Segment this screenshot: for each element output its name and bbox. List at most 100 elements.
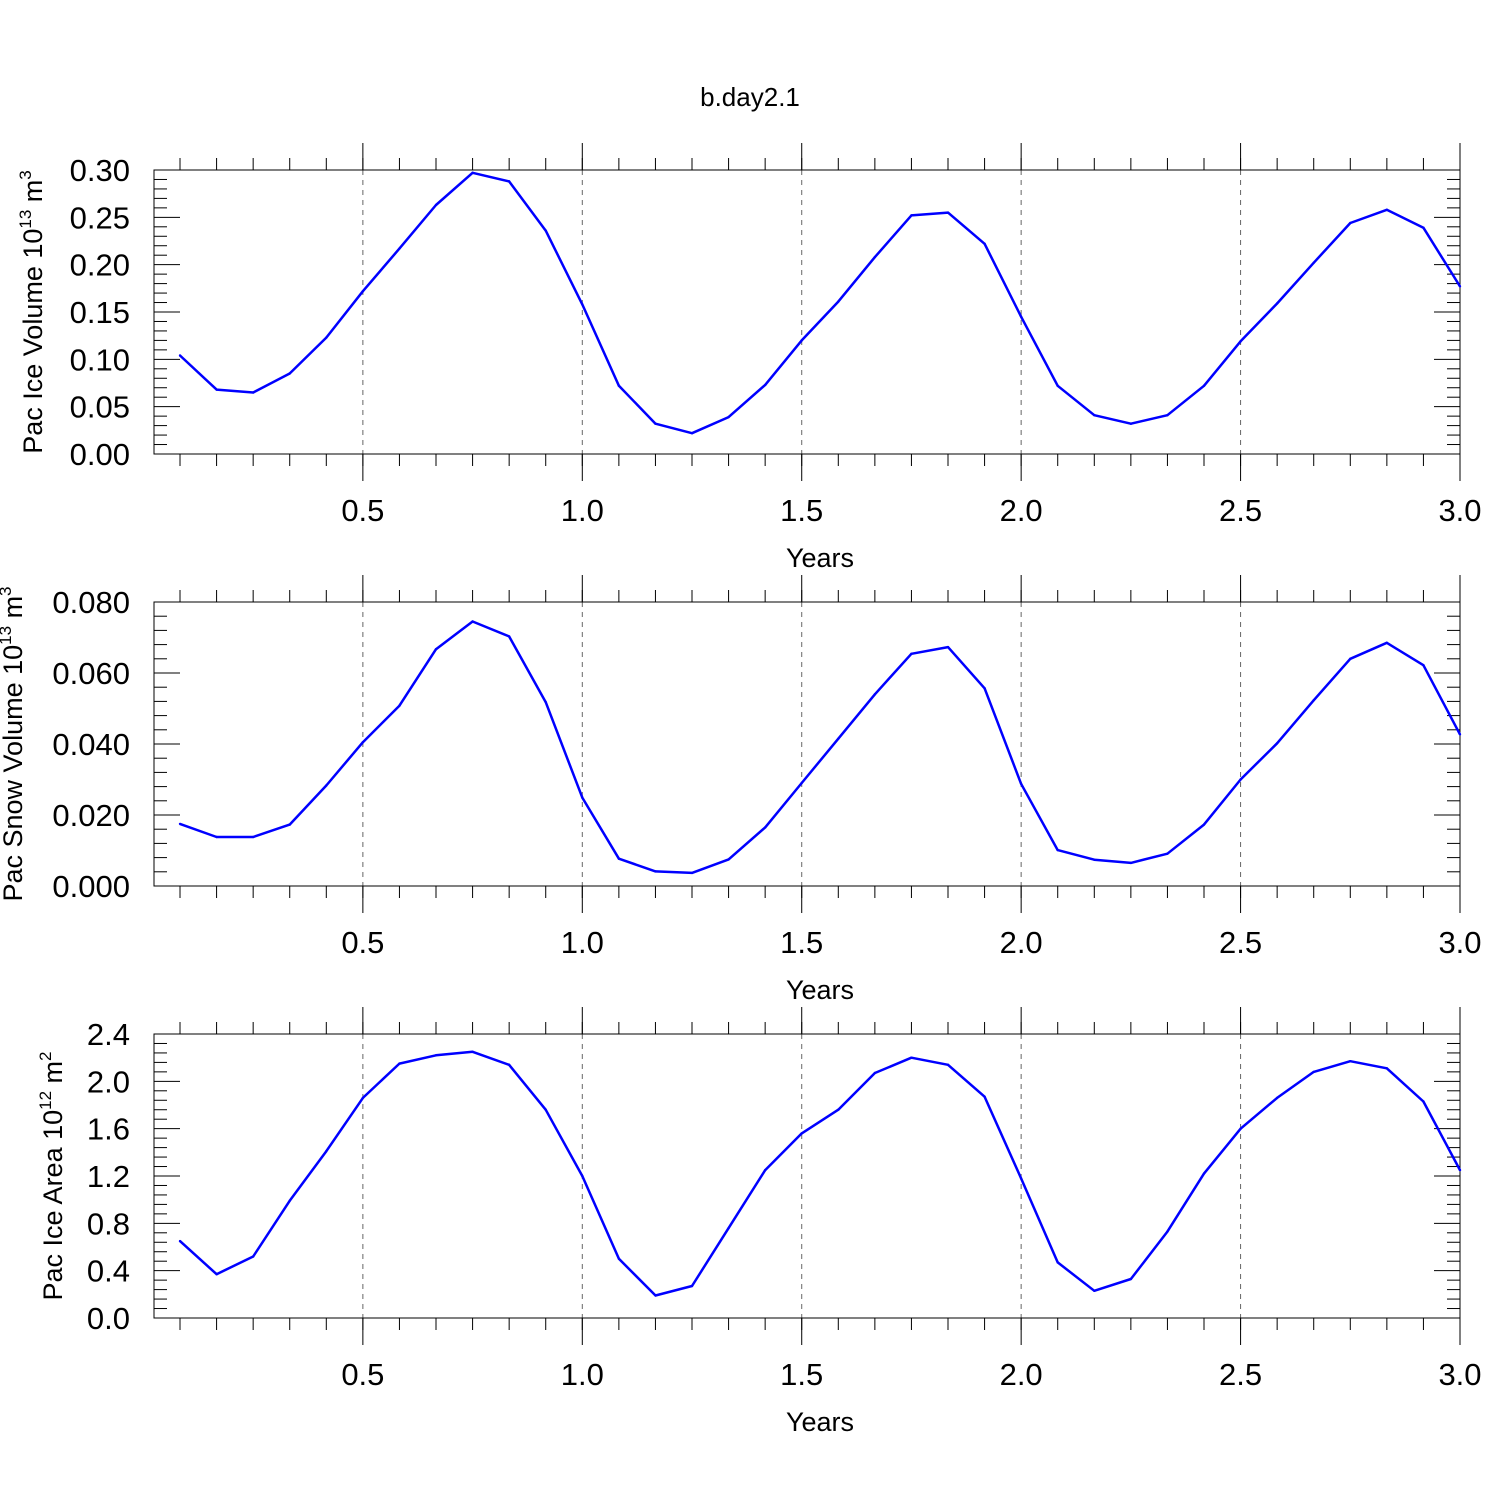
y-tick-label: 0.0	[87, 1301, 130, 1336]
y-tick-label: 1.6	[87, 1112, 130, 1147]
data-point	[837, 1108, 840, 1111]
data-point	[288, 1199, 291, 1203]
data-point	[581, 796, 584, 799]
data-point	[398, 704, 401, 707]
data-point	[983, 687, 986, 690]
data-point	[873, 693, 877, 696]
x-tick-label: 2.0	[1000, 493, 1043, 528]
data-point	[1239, 340, 1242, 343]
x-tick-label: 3.0	[1438, 1357, 1481, 1392]
x-tick-label: 0.5	[341, 493, 384, 528]
data-point	[800, 1132, 803, 1135]
panels: 0.5 1.0 1.5 2.0 2.5 3.0 0.00 0.05 0.10 0.15 0.20 0.…	[0, 143, 1482, 1437]
data-point	[946, 645, 950, 649]
y-axis-title-unit-exponent: 3	[16, 170, 35, 179]
data-point	[361, 290, 365, 293]
y-axis-title-unit: m	[38, 1061, 68, 1091]
data-point	[1422, 1100, 1425, 1103]
y-axis-title: Pac Ice Area 1012 m2	[36, 1051, 68, 1300]
data-point	[1312, 1070, 1315, 1074]
y-tick-label: 0.25	[70, 200, 130, 235]
data-point	[837, 737, 840, 740]
data-point	[1275, 1096, 1279, 1100]
data-point	[1349, 221, 1352, 225]
y-axis-title-unit: m	[18, 180, 48, 210]
x-tick-label: 2.0	[1000, 925, 1043, 960]
x-tick-label: 1.0	[561, 925, 604, 960]
data-point	[325, 784, 328, 787]
data-point	[617, 857, 621, 860]
x-tick-label: 3.0	[1438, 925, 1481, 960]
data-point	[946, 211, 950, 214]
data-point	[1458, 285, 1462, 288]
series-line	[179, 171, 1462, 435]
data-point	[178, 354, 182, 357]
data-point	[1275, 302, 1279, 305]
y-axis-title-exponent: 12	[36, 1091, 55, 1110]
y-tick-label: 0.060	[52, 656, 130, 691]
data-point	[1385, 1067, 1389, 1070]
data-point	[398, 1062, 401, 1065]
data-point	[581, 303, 584, 306]
data-point	[910, 214, 913, 217]
y-axis-title-unit-exponent: 3	[0, 586, 15, 595]
data-point	[434, 203, 438, 207]
data-point	[800, 781, 803, 785]
data-point	[325, 336, 328, 339]
data-point	[1129, 1277, 1133, 1281]
x-axis-title: Years	[786, 543, 854, 573]
y-tick-label: 0.10	[70, 342, 130, 377]
data-point	[361, 1096, 365, 1100]
y-tick-label: 0.080	[52, 585, 130, 620]
y-axis-title: Pac Snow Volume 1013 m3	[0, 586, 28, 901]
chart-panel-3: 0.5 1.0 1.5 2.0 2.5 3.0 0.0 0.4 0.8 1.2 1.6 2.0 2.4 Y…	[36, 1007, 1482, 1437]
data-point	[1239, 1127, 1242, 1130]
data-point	[544, 700, 547, 704]
data-point	[1458, 1168, 1462, 1172]
data-point	[873, 1071, 877, 1075]
data-point	[1349, 1060, 1352, 1063]
x-axis-title: Years	[786, 975, 854, 1005]
y-axis-title-text: Pac Ice Volume 10	[18, 229, 48, 454]
x-tick-label: 2.0	[1000, 1357, 1043, 1392]
data-point	[654, 422, 657, 425]
data-point	[617, 1257, 621, 1261]
data-point	[1385, 208, 1389, 211]
data-point	[690, 1284, 694, 1288]
data-point	[1202, 1172, 1206, 1175]
series-line	[179, 620, 1462, 875]
data-point	[544, 229, 547, 232]
y-tick-label: 1.2	[87, 1159, 130, 1194]
series-line	[179, 1050, 1462, 1297]
data-point	[581, 1174, 584, 1178]
data-point	[507, 1063, 511, 1067]
x-tick-label: 0.5	[341, 1357, 384, 1392]
data-point	[1202, 823, 1206, 826]
data-point	[1385, 641, 1389, 644]
y-tick-label: 0.30	[70, 153, 130, 188]
y-tick-label: 0.000	[52, 869, 130, 904]
plot-frame	[153, 601, 1461, 887]
x-tick-label: 1.5	[780, 925, 823, 960]
data-point	[1019, 315, 1023, 318]
data-point	[727, 415, 730, 419]
y-axis-title-exponent: 13	[16, 210, 35, 229]
chart-panel-2: 0.5 1.0 1.5 2.0 2.5 3.0 0.000 0.020 0.040 0.060 0.…	[0, 575, 1482, 1005]
y-tick-label: 0.20	[70, 248, 130, 283]
data-point	[215, 388, 218, 391]
data-point	[1093, 414, 1096, 417]
data-point	[252, 835, 255, 839]
data-point	[690, 871, 694, 875]
data-point	[1166, 852, 1169, 855]
data-point	[178, 822, 182, 826]
data-point	[1349, 657, 1352, 660]
data-point	[1275, 742, 1279, 745]
y-tick-label: 2.0	[87, 1064, 130, 1099]
y-tick-label: 0.00	[70, 437, 130, 472]
data-point	[288, 823, 291, 826]
y-tick-label: 0.4	[87, 1254, 130, 1289]
data-point	[1129, 422, 1133, 425]
x-tick-label: 1.5	[780, 1357, 823, 1392]
data-point	[654, 870, 657, 873]
data-point	[983, 242, 986, 245]
